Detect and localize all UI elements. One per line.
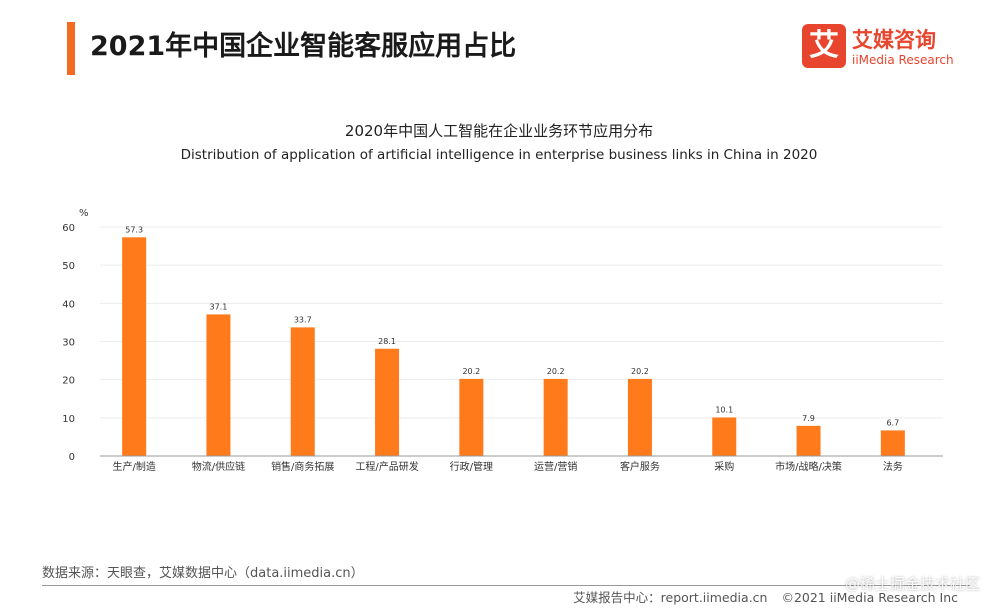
footer-divider — [42, 585, 970, 586]
x-tick-label: 销售/商务拓展 — [271, 460, 334, 473]
data-label: 20.2 — [631, 367, 649, 376]
y-tick-label: 50 — [62, 261, 75, 272]
logo-name-en: iiMedia Research — [852, 53, 954, 67]
x-tick-label: 客户服务 — [620, 460, 660, 473]
x-tick-label: 法务 — [883, 460, 903, 473]
y-tick-label: 20 — [62, 376, 75, 387]
data-label: 20.2 — [547, 367, 565, 376]
data-label: 20.2 — [462, 367, 480, 376]
data-label: 7.9 — [802, 414, 815, 423]
iimedia-logo: 艾 艾媒咨询 iiMedia Research — [802, 24, 972, 70]
footer-info: 艾媒报告中心：report.iimedia.cn ©2021 iiMedia R… — [563, 587, 958, 606]
data-label: 37.1 — [210, 302, 228, 311]
y-tick-label: 30 — [62, 338, 75, 349]
y-axis-label: % — [79, 208, 89, 219]
x-tick-label: 运营/营销 — [534, 460, 577, 473]
bar — [880, 430, 905, 456]
page-title: 2021年中国企业智能客服应用占比 — [90, 31, 517, 62]
logo-name-cn: 艾媒咨询 — [852, 28, 936, 52]
x-tick-label: 生产/制造 — [112, 460, 155, 473]
bar — [206, 314, 231, 456]
bar — [122, 237, 147, 456]
data-label: 6.7 — [886, 418, 899, 427]
x-tick-label: 采购 — [714, 460, 734, 473]
copyright: ©2021 iiMedia Research Inc — [781, 590, 958, 605]
x-tick-label: 行政/管理 — [450, 460, 493, 473]
title-accent-bar — [67, 22, 75, 75]
bar — [459, 378, 484, 456]
data-label: 10.1 — [715, 405, 733, 414]
chart-subtitle: Distribution of application of artificia… — [180, 147, 818, 163]
bar — [627, 378, 652, 456]
bar — [712, 417, 737, 456]
bar — [375, 348, 400, 456]
x-tick-label: 工程/产品研发 — [355, 460, 418, 473]
bar — [796, 425, 821, 456]
y-tick-label: 40 — [62, 299, 75, 310]
watermark: @稀土掘金技术社区 — [844, 575, 980, 593]
data-label: 57.3 — [125, 225, 143, 234]
x-tick-label: 物流/供应链 — [192, 460, 245, 473]
report-center: 艾媒报告中心：report.iimedia.cn — [573, 590, 768, 605]
data-label: 33.7 — [294, 315, 312, 324]
chart-title: 2020年中国人工智能在企业业务环节应用分布 — [344, 122, 654, 140]
data-label: 28.1 — [378, 337, 396, 346]
logo-mark-icon: 艾 — [802, 24, 846, 68]
y-tick-label: 0 — [69, 452, 75, 463]
y-tick-label: 10 — [62, 414, 75, 425]
y-tick-label: 60 — [62, 223, 75, 234]
x-tick-label: 市场/战略/决策 — [775, 460, 842, 473]
bar — [290, 327, 315, 456]
data-source: 数据来源：天眼查，艾媒数据中心（data.iimedia.cn） — [42, 566, 364, 581]
bar — [543, 378, 568, 456]
